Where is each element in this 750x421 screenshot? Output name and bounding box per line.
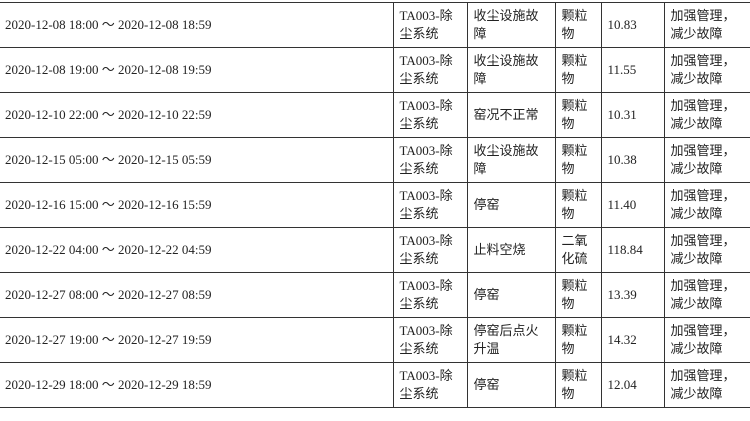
measure-cell: 加强管理，减少故障 bbox=[663, 2, 750, 48]
time-period-cell: 2020-12-27 19:00 ～ 2020-12-27 19:59 bbox=[0, 317, 394, 363]
time-period-cell: 2020-12-29 18:00 ～ 2020-12-29 18:59 bbox=[0, 362, 394, 408]
reason-cell: 收尘设施故障 bbox=[466, 47, 556, 93]
reason-cell: 停窑 bbox=[466, 362, 556, 408]
value-cell: 11.55 bbox=[600, 47, 665, 93]
pollutant-cell: 颗粒物 bbox=[554, 182, 602, 228]
time-period-cell: 2020-12-08 18:00 ～ 2020-12-08 18:59 bbox=[0, 2, 394, 48]
pollutant-cell: 颗粒物 bbox=[554, 92, 602, 138]
table-row: 2020-12-10 22:00 ～ 2020-12-10 22:59 TA003… bbox=[0, 92, 750, 138]
facility-cell: TA003-除尘系统 bbox=[392, 182, 468, 228]
facility-cell: TA003-除尘系统 bbox=[392, 272, 468, 318]
measure-cell: 加强管理，减少故障 bbox=[663, 47, 750, 93]
time-period-cell: 2020-12-27 08:00 ～ 2020-12-27 08:59 bbox=[0, 272, 394, 318]
time-period-cell: 2020-12-08 19:00 ～ 2020-12-08 19:59 bbox=[0, 47, 394, 93]
reason-cell: 停窑后点火升温 bbox=[466, 317, 556, 363]
table-row: 2020-12-08 18:00 ～ 2020-12-08 18:59 TA003… bbox=[0, 2, 750, 48]
reason-cell: 停窑 bbox=[466, 272, 556, 318]
value-cell: 10.83 bbox=[600, 2, 665, 48]
time-period-cell: 2020-12-22 04:00 ～ 2020-12-22 04:59 bbox=[0, 227, 394, 273]
facility-cell: TA003-除尘系统 bbox=[392, 2, 468, 48]
facility-cell: TA003-除尘系统 bbox=[392, 47, 468, 93]
facility-cell: TA003-除尘系统 bbox=[392, 317, 468, 363]
value-cell: 13.39 bbox=[600, 272, 665, 318]
value-cell: 10.31 bbox=[600, 92, 665, 138]
reason-cell: 停窑 bbox=[466, 182, 556, 228]
table-row: 2020-12-15 05:00 ～ 2020-12-15 05:59 TA003… bbox=[0, 137, 750, 183]
value-cell: 12.04 bbox=[600, 362, 665, 408]
value-cell: 10.38 bbox=[600, 137, 665, 183]
pollutant-cell: 颗粒物 bbox=[554, 137, 602, 183]
time-period-cell: 2020-12-10 22:00 ～ 2020-12-10 22:59 bbox=[0, 92, 394, 138]
reason-cell: 止料空烧 bbox=[466, 227, 556, 273]
table-row: 2020-12-22 04:00 ～ 2020-12-22 04:59 TA003… bbox=[0, 227, 750, 273]
value-cell: 14.32 bbox=[600, 317, 665, 363]
pollutant-cell: 颗粒物 bbox=[554, 2, 602, 48]
pollutant-cell: 颗粒物 bbox=[554, 47, 602, 93]
measure-cell: 加强管理，减少故障 bbox=[663, 182, 750, 228]
table-row: 2020-12-27 19:00 ～ 2020-12-27 19:59 TA003… bbox=[0, 317, 750, 363]
value-cell: 118.84 bbox=[600, 227, 665, 273]
time-period-cell: 2020-12-15 05:00 ～ 2020-12-15 05:59 bbox=[0, 137, 394, 183]
table-row: 2020-12-16 15:00 ～ 2020-12-16 15:59 TA003… bbox=[0, 182, 750, 228]
exceedance-table: 2020-12-08 18:00 ～ 2020-12-08 18:59 TA003… bbox=[0, 2, 750, 408]
pollutant-cell: 颗粒物 bbox=[554, 272, 602, 318]
measure-cell: 加强管理，减少故障 bbox=[663, 317, 750, 363]
time-period-cell: 2020-12-16 15:00 ～ 2020-12-16 15:59 bbox=[0, 182, 394, 228]
reason-cell: 窑况不正常 bbox=[466, 92, 556, 138]
pollutant-cell: 二氧化硫 bbox=[554, 227, 602, 273]
reason-cell: 收尘设施故障 bbox=[466, 2, 556, 48]
table-row: 2020-12-29 18:00 ～ 2020-12-29 18:59 TA003… bbox=[0, 362, 750, 408]
table-row: 2020-12-27 08:00 ～ 2020-12-27 08:59 TA003… bbox=[0, 272, 750, 318]
facility-cell: TA003-除尘系统 bbox=[392, 137, 468, 183]
pollutant-cell: 颗粒物 bbox=[554, 317, 602, 363]
measure-cell: 加强管理，减少故障 bbox=[663, 362, 750, 408]
measure-cell: 加强管理，减少故障 bbox=[663, 272, 750, 318]
table-row: 2020-12-08 19:00 ～ 2020-12-08 19:59 TA003… bbox=[0, 47, 750, 93]
measure-cell: 加强管理，减少故障 bbox=[663, 227, 750, 273]
facility-cell: TA003-除尘系统 bbox=[392, 92, 468, 138]
facility-cell: TA003-除尘系统 bbox=[392, 362, 468, 408]
facility-cell: TA003-除尘系统 bbox=[392, 227, 468, 273]
pollutant-cell: 颗粒物 bbox=[554, 362, 602, 408]
measure-cell: 加强管理，减少故障 bbox=[663, 92, 750, 138]
value-cell: 11.40 bbox=[600, 182, 665, 228]
reason-cell: 收尘设施故障 bbox=[466, 137, 556, 183]
measure-cell: 加强管理，减少故障 bbox=[663, 137, 750, 183]
